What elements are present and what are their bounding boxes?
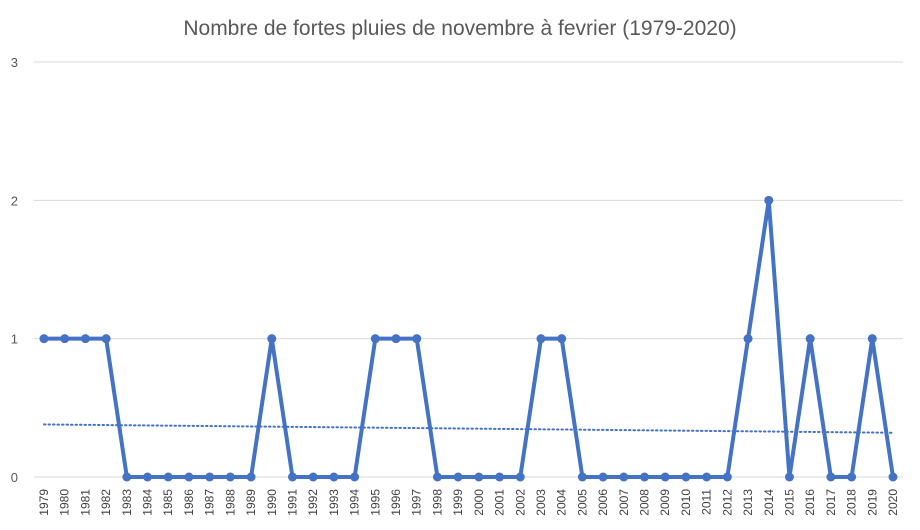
x-tick-label: 2019 [865, 489, 879, 516]
data-point-2004 [557, 334, 567, 344]
data-point-1996 [391, 334, 401, 344]
data-point-1987 [205, 472, 215, 482]
x-tick-label: 2016 [803, 489, 817, 516]
x-tick-label: 1991 [285, 489, 299, 516]
x-tick-label: 2002 [513, 489, 527, 516]
x-tick-label: 1992 [306, 489, 320, 516]
x-tick-label: 1999 [451, 489, 465, 516]
data-point-2000 [474, 472, 484, 482]
x-tick-label: 2017 [824, 489, 838, 516]
x-tick-label: 2000 [472, 489, 486, 516]
data-point-1991 [287, 472, 297, 482]
x-tick-label: 2020 [886, 489, 900, 516]
data-point-1979 [39, 334, 49, 344]
x-tick-label: 1998 [430, 489, 444, 516]
x-tick-label: 1980 [58, 489, 72, 516]
trendline [43, 423, 894, 434]
data-point-1985 [163, 472, 173, 482]
data-point-1990 [267, 334, 277, 344]
data-point-1981 [80, 334, 90, 344]
x-axis-ticks: 1979 1980 1981 1982 1983 1984 1985 1986 1987 1988… [37, 489, 900, 516]
x-tick-label: 1986 [182, 489, 196, 516]
x-tick-label: 1995 [368, 489, 382, 516]
y-axis-ticks: 0 1 2 3 [11, 55, 18, 485]
data-point-2014 [764, 195, 774, 205]
data-point-1995 [370, 334, 380, 344]
data-point-2002 [515, 472, 525, 482]
x-tick-label: 1990 [265, 489, 279, 516]
data-point-2001 [495, 472, 505, 482]
x-tick-label: 2003 [534, 489, 548, 516]
y-tick-label: 3 [11, 55, 18, 70]
data-point-1994 [350, 472, 360, 482]
data-point-1983 [122, 472, 132, 482]
data-point-1993 [329, 472, 339, 482]
data-point-1980 [60, 334, 70, 344]
x-tick-label: 2001 [493, 489, 507, 516]
data-point-2007 [619, 472, 629, 482]
x-tick-label: 1984 [141, 489, 155, 516]
x-tick-label: 2014 [762, 489, 776, 516]
data-point-2012 [722, 472, 732, 482]
data-point-1998 [432, 472, 442, 482]
x-tick-label: 1979 [37, 489, 51, 516]
x-tick-label: 2007 [617, 489, 631, 516]
y-tick-label: 0 [11, 470, 18, 485]
data-point-1999 [453, 472, 463, 482]
data-point-2019 [867, 334, 877, 344]
x-tick-label: 2004 [555, 489, 569, 516]
data-point-1997 [412, 334, 422, 344]
data-point-2011 [702, 472, 712, 482]
y-tick-label: 1 [11, 332, 18, 347]
chart-title: Nombre de fortes pluies de novembre à fe… [183, 17, 736, 40]
x-tick-label: 2018 [845, 489, 859, 516]
data-point-2009 [660, 472, 670, 482]
data-point-2018 [847, 472, 857, 482]
data-points [39, 195, 898, 482]
data-point-2008 [640, 472, 650, 482]
data-point-2020 [888, 472, 898, 482]
trendline-layer [43, 423, 894, 434]
data-point-1984 [143, 472, 153, 482]
data-point-1988 [225, 472, 235, 482]
x-tick-label: 1982 [99, 489, 113, 516]
data-point-1986 [184, 472, 194, 482]
x-tick-label: 2010 [679, 489, 693, 516]
x-tick-label: 1983 [120, 489, 134, 516]
data-point-2013 [743, 334, 753, 344]
x-tick-label: 2008 [638, 489, 652, 516]
y-tick-label: 2 [11, 193, 18, 208]
data-point-2016 [805, 334, 815, 344]
data-point-1992 [308, 472, 318, 482]
data-point-2017 [826, 472, 836, 482]
x-tick-label: 2009 [658, 489, 672, 516]
x-tick-label: 1993 [327, 489, 341, 516]
data-point-2003 [536, 334, 546, 344]
x-tick-label: 2012 [720, 489, 734, 516]
data-point-2015 [784, 472, 794, 482]
x-tick-label: 1988 [223, 489, 237, 516]
x-tick-label: 2005 [575, 489, 589, 516]
data-point-2006 [598, 472, 608, 482]
x-tick-label: 1997 [410, 489, 424, 516]
x-tick-label: 2015 [782, 489, 796, 516]
data-point-2005 [577, 472, 587, 482]
x-tick-label: 1994 [348, 489, 362, 516]
x-tick-label: 1996 [389, 489, 403, 516]
x-tick-label: 2013 [741, 489, 755, 516]
x-tick-label: 2011 [700, 489, 714, 515]
data-point-1982 [101, 334, 111, 344]
x-tick-label: 2006 [596, 489, 610, 516]
data-point-1989 [246, 472, 256, 482]
x-tick-label: 1981 [78, 489, 92, 516]
data-point-2010 [681, 472, 691, 482]
x-tick-label: 1987 [203, 489, 217, 516]
x-tick-label: 1985 [161, 489, 175, 516]
x-tick-label: 1989 [244, 489, 258, 516]
